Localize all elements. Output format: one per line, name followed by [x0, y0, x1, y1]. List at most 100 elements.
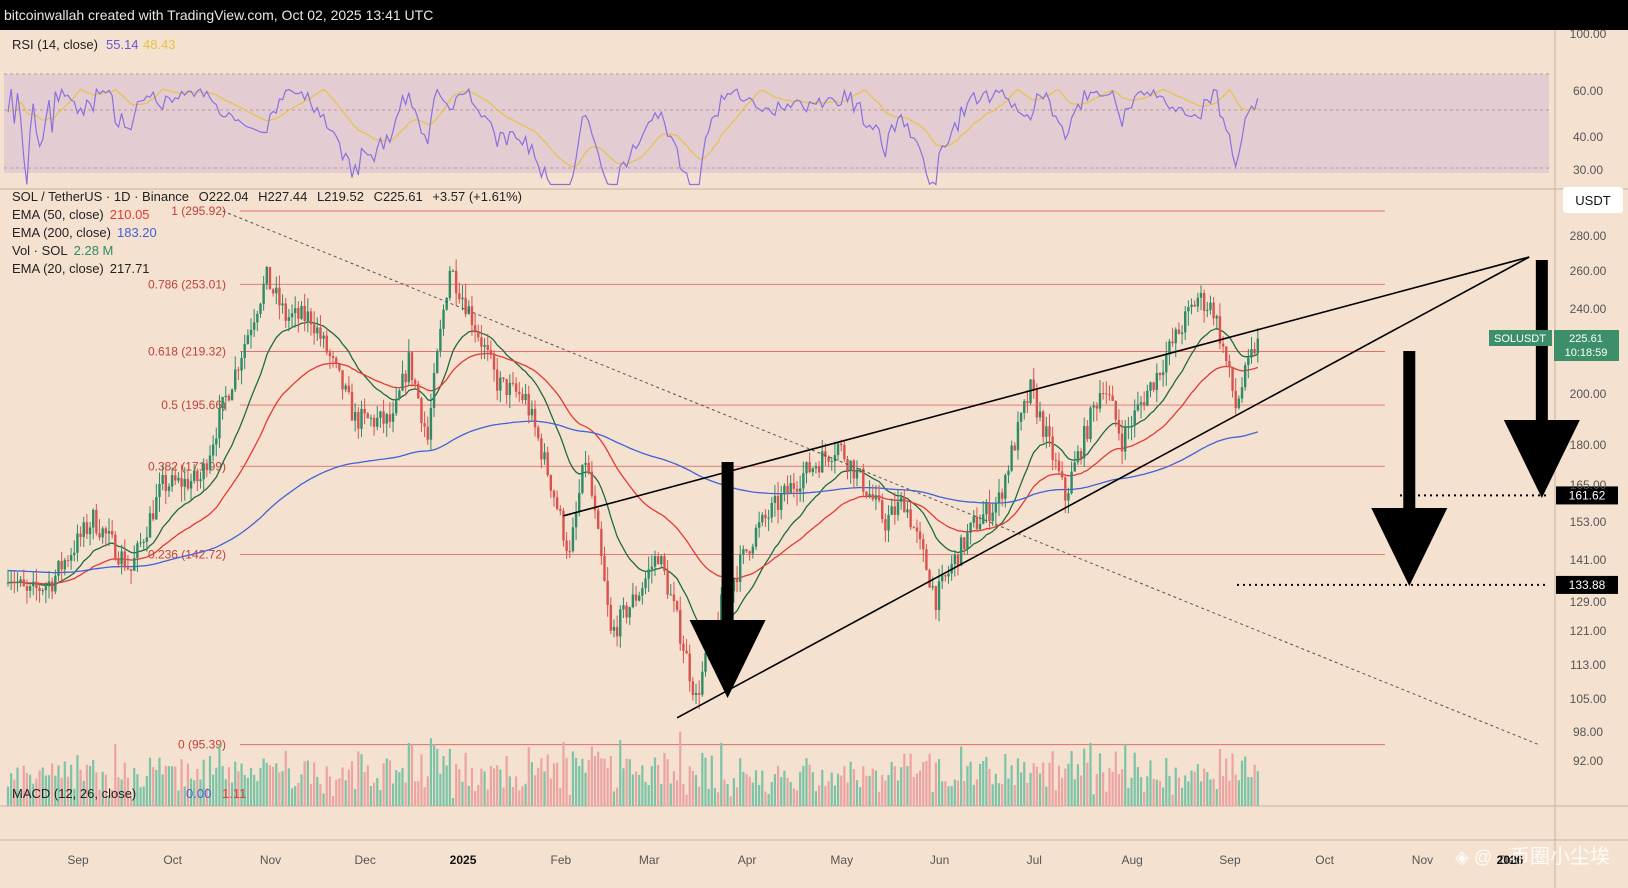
chart-canvas[interactable]: 1 (295.92) 0.786 (253.01) 0.618 (219.32) 0.… [0, 30, 1628, 888]
candle-body [805, 462, 808, 474]
candle-body [25, 586, 29, 591]
candle-body [120, 551, 123, 565]
volume-bar [622, 768, 625, 806]
candle-body [246, 335, 250, 344]
volume-bar [202, 759, 205, 806]
volume-bar [467, 785, 470, 806]
candle-body [442, 309, 445, 329]
candle-body [142, 541, 145, 543]
candle-body [871, 493, 874, 500]
candle-body [151, 513, 155, 520]
volume-bar [373, 782, 376, 806]
volume-bar [325, 766, 328, 806]
volume-bar [278, 772, 281, 806]
time-axis-tick: Dec [1499, 853, 1520, 867]
volume-bar [1010, 765, 1013, 806]
volume-bar [1070, 750, 1073, 806]
candle-body [994, 503, 998, 513]
volume-bar [1004, 753, 1007, 806]
candle-body [1051, 436, 1054, 460]
candle-body [780, 494, 783, 510]
candle-body [495, 369, 499, 391]
candle-body [1218, 316, 1222, 344]
candle-body [505, 379, 508, 396]
volume-bar [903, 753, 906, 806]
candle-body [1089, 407, 1092, 440]
volume-bar [593, 756, 597, 806]
ema50-legend: EMA (50, close) 210.05 [12, 207, 150, 222]
volume-bar [1111, 771, 1114, 806]
volume-bar [82, 780, 85, 806]
candle-body [685, 650, 688, 654]
ohlc-open: O222.04 [199, 189, 249, 204]
candle-body [893, 506, 897, 515]
time-axis-tick: Sep [67, 853, 89, 867]
volume-bar [1199, 781, 1203, 806]
candle-body [540, 438, 543, 460]
candle-body [107, 530, 111, 534]
ema200-line [7, 420, 1258, 574]
volume-bar [518, 790, 521, 806]
candle-body [1139, 402, 1143, 405]
candle-body [568, 551, 571, 553]
currency-box[interactable] [1563, 187, 1623, 213]
volume-bar [647, 784, 650, 806]
volume-bar [171, 766, 174, 806]
fib-label: 1 (295.92) [171, 204, 226, 218]
volume-bar [1180, 787, 1184, 806]
volume-bar [1215, 788, 1218, 806]
candle-body [350, 391, 354, 421]
candle-body [230, 389, 234, 401]
volume-bar [66, 776, 70, 806]
volume-bar [934, 762, 937, 806]
volume-bar [70, 764, 73, 806]
volume-bar [57, 765, 60, 806]
volume-bar [909, 753, 912, 806]
volume-bar [10, 773, 13, 806]
candle-body [44, 586, 48, 591]
time-axis-tick: Aug [1121, 853, 1142, 867]
volume-bar [429, 738, 433, 806]
volume-bar [840, 775, 843, 806]
candle-body [363, 408, 366, 414]
volume-bar [1143, 791, 1146, 806]
volume-bar [145, 776, 148, 806]
symbol-name: SOL / TetherUS · 1D · Binance [12, 189, 189, 204]
macd-value1: 0.00 [186, 786, 211, 801]
volume-bar [751, 782, 754, 806]
volume-bar [682, 784, 685, 806]
candle-body [1079, 451, 1083, 459]
volume-bar [224, 779, 227, 806]
candle-body [1054, 459, 1058, 461]
candle-body [388, 414, 392, 422]
rsi-axis-tick: 60.00 [1573, 84, 1603, 98]
candle-body [385, 414, 388, 424]
volume-bar [859, 787, 862, 806]
candle-body [606, 580, 609, 605]
volume-bar [1092, 794, 1095, 806]
ohlc-close: C225.61 [374, 189, 423, 204]
candle-body [1256, 338, 1259, 354]
volume-bar [634, 771, 638, 806]
candle-body [167, 486, 171, 491]
candle-body [533, 408, 537, 428]
candle-body [1083, 426, 1086, 459]
candle-body [1177, 329, 1181, 334]
volume-bar [666, 759, 669, 806]
volume-bar [783, 770, 786, 806]
volume-bar [41, 767, 44, 806]
candle-body [6, 582, 10, 584]
volume-bar [1165, 758, 1168, 806]
candle-body [1010, 445, 1013, 471]
volume-bar [912, 777, 915, 806]
candle-body [1215, 316, 1218, 319]
volume-bar [1124, 743, 1127, 806]
candle-body [1180, 332, 1184, 334]
volume-bar [729, 796, 732, 806]
candle-body [644, 578, 647, 589]
candle-body [1193, 304, 1196, 307]
volume-bar [63, 761, 66, 806]
candle-body [814, 466, 818, 469]
candle-body [903, 497, 906, 513]
volume-bar [60, 777, 63, 806]
